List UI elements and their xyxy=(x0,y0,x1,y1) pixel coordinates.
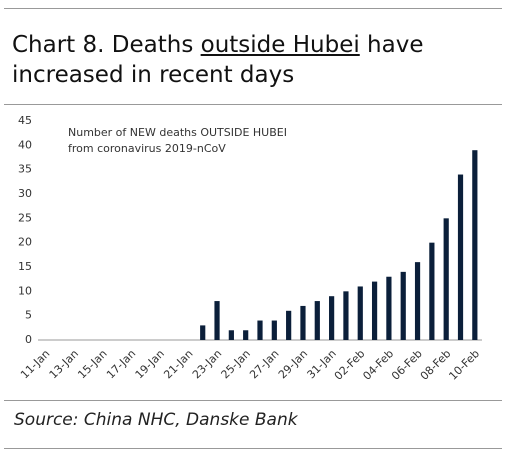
x-tick-label: 11-Jan xyxy=(18,347,52,381)
x-tick-label: 02-Feb xyxy=(332,347,368,383)
y-tick-label: 0 xyxy=(25,333,32,346)
y-tick-label: 15 xyxy=(18,260,32,273)
rule xyxy=(4,400,502,401)
x-tick-label: 25-Jan xyxy=(219,347,253,381)
bar xyxy=(457,174,464,340)
bar xyxy=(443,218,449,340)
y-tick-label: 5 xyxy=(25,309,32,322)
x-tick-label: 29-Jan xyxy=(276,347,310,381)
y-tick-label: 20 xyxy=(18,236,32,249)
x-tick-label: 19-Jan xyxy=(133,347,167,381)
title-part: Chart 8. Deaths xyxy=(12,32,201,58)
bar xyxy=(271,320,277,340)
y-tick-label: 25 xyxy=(18,211,32,224)
bar xyxy=(400,271,406,340)
bar xyxy=(429,242,435,340)
bar xyxy=(300,305,306,340)
x-tick-label: 08-Feb xyxy=(418,347,454,383)
x-tick-label: 21-Jan xyxy=(161,347,195,381)
bar xyxy=(371,281,378,340)
bar xyxy=(200,325,206,340)
bar xyxy=(314,301,320,340)
bar xyxy=(386,276,392,340)
bottom-rule xyxy=(4,448,502,449)
y-tick-label: 30 xyxy=(18,187,32,200)
x-tick-label: 04-Feb xyxy=(360,347,396,383)
x-tick-label: 13-Jan xyxy=(47,347,81,381)
bar xyxy=(357,286,363,340)
bar xyxy=(214,301,220,340)
top-rule xyxy=(4,8,502,9)
x-tick-label: 23-Jan xyxy=(190,347,224,381)
bar xyxy=(228,330,234,340)
x-tick-label: 10-Feb xyxy=(446,347,482,383)
x-tick-label: 27-Jan xyxy=(247,347,281,381)
title-part: have increased in recent days xyxy=(12,32,424,88)
bar xyxy=(414,262,421,340)
y-tick-label: 10 xyxy=(18,284,32,297)
x-tick-label: 17-Jan xyxy=(104,347,138,381)
y-tick-label: 35 xyxy=(18,163,32,176)
y-tick-label: 45 xyxy=(18,114,32,127)
bar xyxy=(472,150,478,340)
annotation: from coronavirus 2019-nCoV xyxy=(68,142,226,155)
bar xyxy=(257,320,263,340)
source: Source: China NHC, Danske Bank xyxy=(14,410,298,430)
annotation: Number of NEW deaths OUTSIDE HUBEI xyxy=(68,126,287,139)
bar xyxy=(243,330,249,340)
y-tick-label: 40 xyxy=(18,138,32,151)
bar xyxy=(329,296,335,340)
title-part: outside Hubei xyxy=(200,32,360,58)
x-tick-label: 15-Jan xyxy=(75,347,109,381)
rule xyxy=(4,104,502,105)
bar xyxy=(343,291,349,340)
bar xyxy=(286,310,292,340)
x-tick-label: 06-Feb xyxy=(389,347,425,383)
chart-title: Chart 8. Deaths outside Hubei have incre… xyxy=(12,30,482,90)
